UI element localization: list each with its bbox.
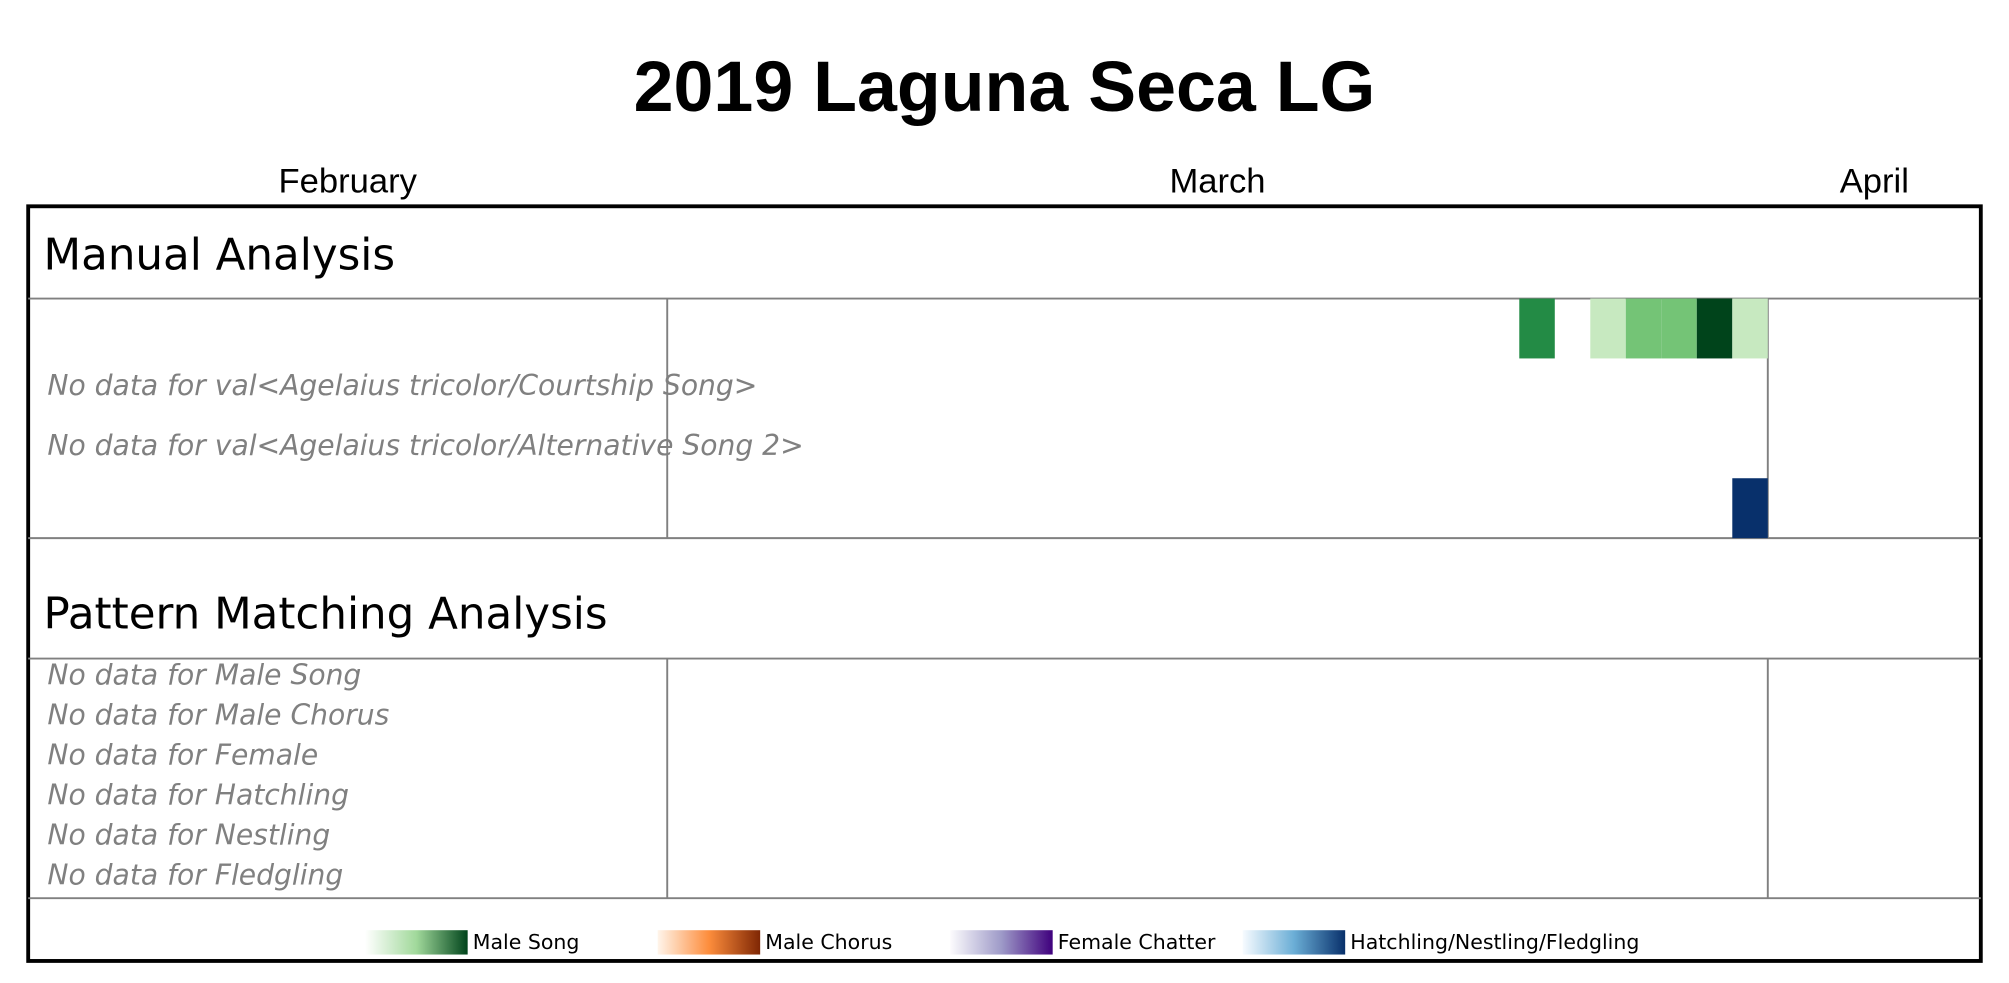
legend-swatch <box>1242 930 1346 955</box>
no-data-message: No data for Male Chorus <box>47 698 389 731</box>
heat-cell <box>1696 298 1733 359</box>
section-title: Manual Analysis <box>44 231 396 281</box>
heat-cell <box>1519 298 1555 359</box>
heat-cell <box>1590 298 1626 359</box>
legend-label: Male Song <box>473 930 580 954</box>
no-data-message: No data for Female <box>47 738 318 771</box>
no-data-message: No data for Male Song <box>47 659 361 692</box>
legend-swatch <box>657 930 761 955</box>
frame <box>26 204 1983 963</box>
month-label: March <box>1169 162 1265 200</box>
heat-cell <box>1732 478 1768 539</box>
legend-label: Male Chorus <box>765 930 892 954</box>
legend-swatch <box>365 930 468 955</box>
no-data-message: No data for val<Agelaius tricolor/Altern… <box>47 429 803 462</box>
month-label: February <box>279 162 418 200</box>
legend-label: Hatchling/Nestling/Fledgling <box>1350 930 1639 954</box>
month-label: April <box>1840 162 1909 200</box>
no-data-message: No data for Hatchling <box>47 778 349 811</box>
heat-cell <box>1625 298 1662 359</box>
heat-cell <box>1661 298 1697 359</box>
legend-swatch <box>950 930 1053 955</box>
section-title: Pattern Matching Analysis <box>44 589 608 639</box>
title: 2019 Laguna Seca LG <box>634 47 1376 127</box>
legend-label: Female Chatter <box>1058 930 1216 954</box>
heat-cell <box>1732 298 1768 359</box>
no-data-message: No data for Fledgling <box>47 858 343 891</box>
no-data-message: No data for val<Agelaius tricolor/Courts… <box>47 369 757 402</box>
no-data-message: No data for Nestling <box>47 818 330 851</box>
